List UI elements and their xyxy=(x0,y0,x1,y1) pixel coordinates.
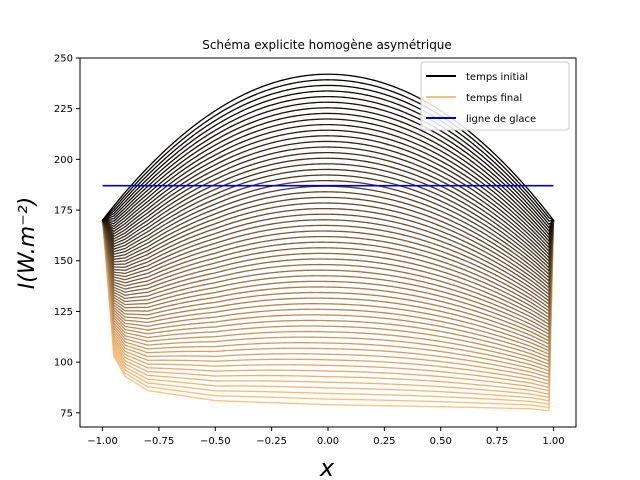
legend-label-ice-line: ligne de glace xyxy=(466,114,536,125)
time-curve xyxy=(101,220,555,379)
time-curve xyxy=(101,220,555,339)
time-curve xyxy=(101,220,555,313)
time-curve xyxy=(101,196,555,289)
x-tick-label: 1.00 xyxy=(542,436,564,447)
x-tick-label: −0.50 xyxy=(200,436,231,447)
time-curve xyxy=(101,220,555,326)
time-curve xyxy=(101,220,555,346)
legend-box xyxy=(420,61,570,131)
time-curve xyxy=(102,73,554,221)
time-curve xyxy=(101,220,555,356)
x-tick-label: 0.25 xyxy=(373,436,395,447)
legend-label-initial: temps initial xyxy=(466,72,528,83)
time-curve xyxy=(101,220,555,329)
x-tick-label: −0.75 xyxy=(144,436,175,447)
time-curve xyxy=(101,220,555,382)
y-tick-label: 100 xyxy=(54,358,73,369)
time-curve xyxy=(101,220,555,316)
y-axis-ticks: 75 100 125 150 175 200 225 250 xyxy=(54,54,80,419)
time-curve xyxy=(101,220,555,342)
time-curve xyxy=(102,123,555,246)
time-curve xyxy=(101,151,555,263)
time-curve xyxy=(102,95,555,229)
time-curve xyxy=(101,146,555,260)
time-curve xyxy=(101,220,555,395)
time-curve xyxy=(101,207,555,296)
time-curve xyxy=(101,220,555,309)
x-tick-label: −1.00 xyxy=(87,436,118,447)
time-curve xyxy=(102,129,555,250)
time-curve xyxy=(101,163,555,270)
time-curve xyxy=(102,135,555,253)
time-curve xyxy=(101,220,555,306)
time-curve xyxy=(101,220,555,359)
time-curve xyxy=(102,107,555,236)
time-curve xyxy=(101,220,555,389)
time-curve xyxy=(101,220,555,412)
time-curve xyxy=(101,220,555,385)
time-curve xyxy=(101,220,555,323)
y-axis-label: I(W.m⁻²) xyxy=(15,197,40,289)
x-tick-label: 0.75 xyxy=(486,436,508,447)
legend: temps initial temps final ligne de glace xyxy=(420,61,570,131)
time-curve xyxy=(102,112,555,240)
time-curve xyxy=(102,90,554,226)
time-curve xyxy=(101,220,555,392)
time-curve xyxy=(101,220,555,366)
time-curve xyxy=(101,220,555,399)
y-tick-label: 175 xyxy=(54,206,73,217)
curve-family xyxy=(101,73,555,412)
time-curve xyxy=(101,220,555,332)
y-tick-label: 75 xyxy=(60,408,73,419)
x-axis-label: x xyxy=(319,454,335,480)
time-curve xyxy=(101,220,555,369)
y-tick-label: 125 xyxy=(54,307,73,318)
time-curve xyxy=(101,220,555,376)
time-curve xyxy=(102,101,555,233)
time-curve xyxy=(101,220,555,402)
y-tick-label: 225 xyxy=(54,104,73,115)
time-curve xyxy=(101,220,555,319)
y-tick-label: 250 xyxy=(54,54,73,65)
y-tick-label: 200 xyxy=(54,155,73,166)
time-curve xyxy=(101,174,555,276)
time-curve xyxy=(101,220,555,409)
time-curve xyxy=(102,79,554,221)
time-curve xyxy=(101,213,555,299)
time-curve xyxy=(101,220,555,372)
time-curve xyxy=(102,140,555,256)
legend-label-final: temps final xyxy=(466,93,522,104)
time-curve xyxy=(101,220,555,362)
y-tick-label: 150 xyxy=(54,256,73,267)
x-tick-label: −0.25 xyxy=(256,436,287,447)
x-tick-label: 0.00 xyxy=(317,436,339,447)
time-curve xyxy=(101,179,555,280)
time-curve xyxy=(101,220,555,352)
x-tick-label: 0.50 xyxy=(430,436,452,447)
time-curve xyxy=(101,220,555,349)
time-curve xyxy=(101,219,555,303)
time-curve xyxy=(101,157,555,266)
x-axis-ticks: −1.00 −0.75 −0.50 −0.25 0.00 0.25 0.50 0.75 1.00 xyxy=(87,427,565,447)
time-curve xyxy=(101,202,555,293)
time-curve xyxy=(102,118,555,243)
chart-title: Schéma explicite homogène asymétrique xyxy=(202,38,452,52)
time-curve xyxy=(101,191,555,286)
time-curve xyxy=(101,220,555,405)
time-curve xyxy=(102,84,554,222)
time-curve xyxy=(101,168,555,273)
time-curve xyxy=(101,220,555,336)
